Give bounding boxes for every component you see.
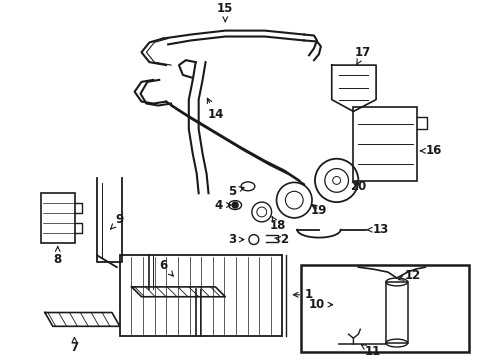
Text: 2: 2 [274,233,288,246]
Bar [385,282,407,343]
Text: 11: 11 [361,345,381,359]
Text: 19: 19 [310,203,326,216]
Text: 20: 20 [349,180,366,193]
Text: 13: 13 [366,223,388,236]
Bar [301,265,468,352]
Text: 16: 16 [419,144,442,157]
Text: 7: 7 [70,337,79,355]
Circle shape [232,202,238,208]
Bar [41,193,75,243]
Text: 9: 9 [110,213,123,229]
Text: 5: 5 [227,185,244,198]
Text: 8: 8 [54,247,61,266]
Bar [353,108,417,181]
Text: 3: 3 [227,233,244,246]
Text: 12: 12 [398,269,420,282]
Text: 6: 6 [159,259,173,276]
Text: 10: 10 [308,298,332,311]
Text: 14: 14 [207,98,223,121]
Bar [120,255,282,336]
Text: 15: 15 [217,3,233,22]
Text: 1: 1 [293,288,312,301]
Text: 18: 18 [269,216,285,232]
Text: 17: 17 [354,46,371,64]
Text: 4: 4 [214,199,231,212]
